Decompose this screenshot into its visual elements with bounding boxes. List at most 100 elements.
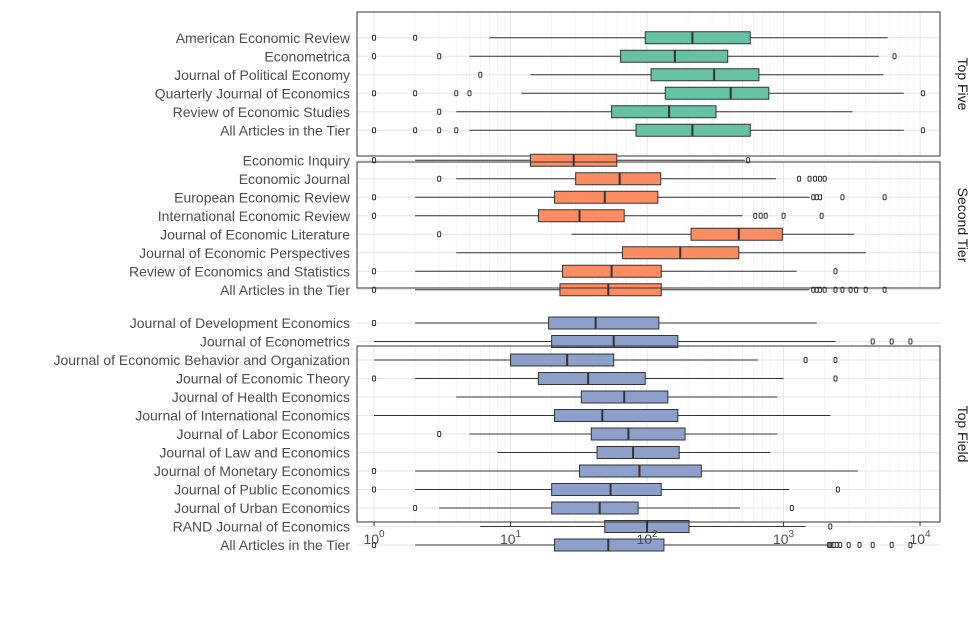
- tick-exponent: 1: [516, 529, 522, 540]
- tick-base: 10: [909, 531, 925, 547]
- outlier-point: [797, 175, 802, 182]
- x-tick-label: 102: [636, 529, 658, 547]
- outlier-point: [454, 90, 459, 97]
- iqr-box: [611, 105, 717, 119]
- box-row: Journal of International Economics: [135, 408, 940, 424]
- iqr-box: [644, 31, 751, 45]
- outlier-point: [372, 468, 377, 474]
- category-label: Journal of International Economics: [135, 408, 350, 424]
- outlier-point: [372, 212, 377, 219]
- outlier-point: [437, 127, 442, 134]
- outlier-point: [908, 542, 913, 548]
- outlier-point: [892, 53, 897, 60]
- box-row: European Economic Review: [174, 189, 940, 205]
- box-row: Journal of Labor Economics: [176, 426, 940, 442]
- panel-border: [356, 161, 941, 289]
- outlier-point: [813, 175, 818, 182]
- tick-base: 10: [363, 531, 379, 547]
- iqr-box: [559, 283, 662, 297]
- outlier-point: [818, 194, 823, 201]
- x-tick-label: 101: [500, 529, 522, 547]
- outlier-point: [478, 71, 483, 78]
- iqr-box: [690, 227, 783, 241]
- box-row: Journal of Economic Perspectives: [139, 245, 940, 261]
- outlier-point: [413, 127, 418, 134]
- outlier-point: [789, 505, 794, 511]
- outlier-point: [833, 375, 838, 382]
- outlier-point: [811, 194, 816, 201]
- outlier-point: [437, 431, 442, 437]
- outlier-point: [758, 212, 763, 219]
- box-row: Journal of Econometrics: [200, 334, 940, 350]
- iqr-box: [596, 446, 680, 459]
- panel-border: [356, 11, 941, 157]
- x-tick-label: 104: [909, 529, 931, 547]
- outlier-point: [857, 542, 862, 548]
- outlier-point: [454, 127, 459, 134]
- iqr-box: [548, 316, 660, 330]
- facet-panel: Economic Inquiry Economic Journal European…: [129, 152, 971, 298]
- outlier-point: [372, 320, 377, 326]
- outlier-point: [833, 357, 838, 363]
- x-tick-label: 103: [773, 529, 795, 547]
- category-label: Econometrica: [264, 48, 350, 64]
- outlier-point: [437, 53, 442, 60]
- outlier-point: [763, 212, 768, 219]
- box-row: Journal of Economic Behavior and Organiz…: [53, 352, 940, 368]
- tick-exponent: 0: [379, 529, 385, 540]
- facet-panel: Journal of Development Economics Journal …: [53, 315, 971, 553]
- iqr-box: [650, 68, 760, 82]
- outlier-point: [882, 194, 887, 201]
- category-label: All Articles in the Tier: [220, 122, 350, 138]
- category-label: Review of Economics and Statistics: [129, 263, 350, 279]
- outlier-point: [870, 338, 875, 345]
- category-label: All Articles in the Tier: [220, 282, 350, 298]
- box-row: RAND Journal of Economics: [173, 519, 940, 535]
- outlier-point: [838, 542, 843, 548]
- category-label: Quarterly Journal of Economics: [155, 85, 350, 101]
- box-row: Journal of Development Economics: [130, 315, 940, 331]
- iqr-box: [575, 172, 662, 186]
- category-label: Journal of Economic Literature: [160, 226, 350, 242]
- outlier-point: [814, 194, 819, 201]
- outlier-point: [819, 212, 824, 219]
- facet-panel: American Economic Review Econometrica Jour…: [155, 11, 971, 157]
- iqr-box: [510, 353, 615, 367]
- box-row: Journal of Economic Literature: [160, 226, 940, 242]
- tick-exponent: 2: [652, 529, 658, 540]
- category-label: European Economic Review: [174, 189, 351, 205]
- iqr-box: [551, 501, 639, 515]
- iqr-box: [551, 483, 662, 496]
- iqr-box: [554, 409, 679, 422]
- iqr-box: [537, 372, 646, 385]
- category-label: Journal of Labor Economics: [176, 426, 350, 442]
- iqr-box: [537, 209, 625, 223]
- box-row: All Articles in the Tier: [220, 537, 940, 553]
- outlier-point: [834, 542, 839, 548]
- category-label: All Articles in the Tier: [220, 537, 350, 553]
- outlier-point: [807, 175, 812, 182]
- outlier-point: [822, 175, 827, 182]
- tick-exponent: 4: [925, 529, 931, 540]
- box-row: Review of Economic Studies: [173, 104, 940, 120]
- outlier-point: [437, 231, 442, 238]
- box-row: Journal of Political Economy: [174, 67, 940, 83]
- iqr-box: [554, 190, 659, 204]
- category-label: Journal of Urban Economics: [174, 500, 350, 516]
- outlier-point: [372, 542, 377, 548]
- outlier-point: [413, 505, 418, 511]
- facet-strip-label: Top Five: [955, 58, 971, 111]
- outlier-point: [908, 338, 913, 345]
- box-row: Journal of Health Economics: [172, 389, 940, 405]
- iqr-box: [664, 86, 770, 100]
- category-label: Journal of Economic Theory: [176, 371, 350, 387]
- box-row: Journal of Urban Economics: [174, 500, 940, 516]
- tick-base: 10: [500, 531, 516, 547]
- box-row: All Articles in the Tier: [220, 282, 940, 298]
- category-label: Journal of Health Economics: [172, 389, 350, 405]
- outlier-point: [870, 542, 875, 548]
- outlier-point: [840, 194, 845, 201]
- outlier-point: [413, 90, 418, 97]
- box-row: Journal of Monetary Economics: [154, 463, 940, 479]
